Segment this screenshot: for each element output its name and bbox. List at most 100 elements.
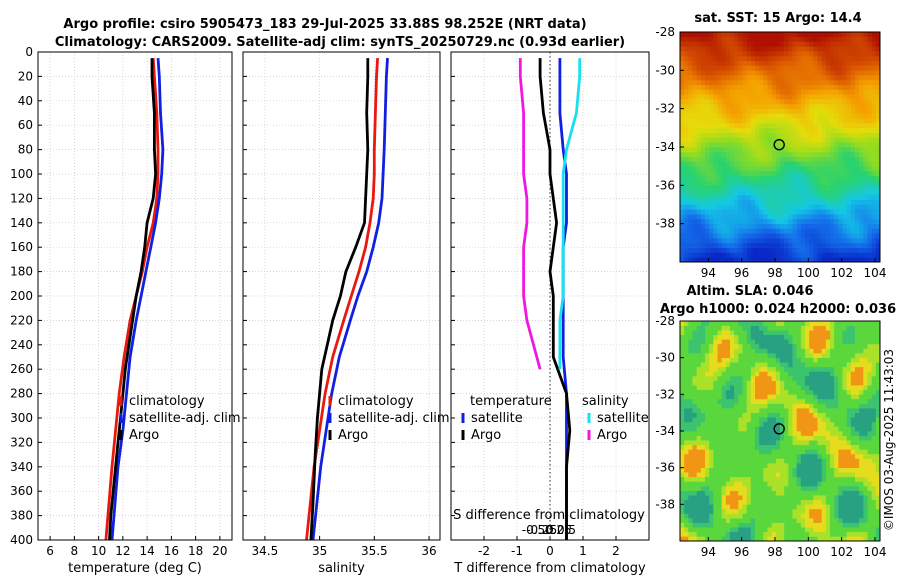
map-cell	[692, 467, 697, 473]
map-cell	[763, 518, 768, 523]
map-cell	[717, 84, 722, 90]
map-cell	[767, 426, 772, 432]
map-cell	[750, 204, 756, 210]
map-cell	[871, 247, 877, 253]
map-cell	[842, 394, 847, 400]
map-cell	[800, 103, 806, 109]
map-cell	[775, 380, 781, 386]
map-cell	[859, 79, 864, 86]
map-cell	[859, 518, 864, 523]
map-cell	[805, 65, 810, 71]
map-cell	[700, 389, 706, 395]
map-cell	[738, 41, 743, 47]
map-cell	[688, 228, 693, 234]
map-cell	[809, 536, 814, 542]
map-cell	[771, 398, 777, 404]
map-cell	[842, 175, 847, 181]
map-cell	[846, 161, 852, 167]
map-cell	[842, 490, 847, 496]
map-cell	[700, 75, 706, 81]
map-cell	[846, 228, 852, 234]
map-cell	[755, 321, 760, 326]
map-cell	[863, 127, 868, 133]
map-cell	[796, 223, 802, 229]
map-cell	[709, 490, 714, 496]
map-cell	[855, 398, 860, 404]
map-cell	[780, 41, 785, 47]
map-cell	[871, 463, 877, 468]
map-cell	[784, 127, 789, 133]
map-cell	[809, 339, 814, 345]
map-cell	[713, 218, 718, 224]
map-cell	[700, 398, 706, 404]
map-cell	[742, 426, 747, 432]
map-cell	[750, 371, 756, 377]
map-cell	[838, 353, 843, 358]
map-cell	[688, 214, 693, 220]
map-cell	[830, 449, 835, 455]
map-cell	[767, 89, 772, 95]
map-cell	[721, 522, 727, 528]
map-cell	[834, 536, 839, 542]
map-cell	[784, 41, 789, 47]
map-cell	[813, 132, 818, 138]
map-cell	[750, 362, 756, 368]
map-cell	[771, 458, 777, 464]
map-cell	[821, 180, 827, 186]
map-cell	[755, 175, 760, 181]
map-cell	[788, 412, 793, 418]
map-cell	[875, 252, 881, 258]
map-cell	[855, 325, 860, 331]
map-cell	[730, 79, 735, 86]
map-cell	[734, 431, 739, 436]
map-cell	[775, 330, 781, 336]
map-cell	[792, 444, 797, 450]
map-cell	[825, 412, 831, 418]
map-cell	[721, 94, 727, 100]
map-cell	[746, 79, 752, 86]
map-cell	[705, 504, 710, 510]
map-cell	[684, 46, 689, 52]
map-cell	[838, 242, 843, 248]
map-cell	[838, 84, 843, 90]
map-cell	[730, 94, 735, 100]
map-cell	[871, 513, 877, 519]
map-cell	[767, 440, 772, 446]
map-cell	[771, 65, 777, 71]
map-cell	[825, 343, 831, 349]
map-cell	[730, 65, 735, 71]
map-cell	[680, 204, 685, 210]
map-cell	[813, 371, 818, 377]
map-cell	[875, 65, 881, 71]
map-cell	[717, 463, 722, 468]
x-tick-label: 96	[734, 266, 749, 280]
map-cell	[738, 51, 743, 57]
map-cell	[688, 408, 693, 413]
map-cell	[838, 142, 843, 148]
map-cell	[838, 449, 843, 455]
map-cell	[700, 242, 706, 248]
map-cell	[871, 70, 877, 76]
map-cell	[684, 371, 689, 377]
map-cell	[771, 348, 777, 354]
map-cell	[805, 190, 810, 196]
map-cell	[734, 147, 739, 153]
map-cell	[850, 180, 856, 186]
map-cell	[796, 55, 802, 62]
map-cell	[838, 175, 843, 181]
map-cell	[855, 380, 860, 386]
map-cell	[875, 476, 881, 482]
map-cell	[796, 343, 802, 349]
map-cell	[834, 94, 839, 100]
map-cell	[855, 190, 860, 196]
map-cell	[784, 339, 789, 345]
map-cell	[767, 142, 772, 148]
map-cell	[750, 180, 756, 186]
map-cell	[834, 412, 839, 418]
map-cell	[738, 508, 743, 514]
map-cell	[709, 412, 714, 418]
map-cell	[755, 118, 760, 124]
map-cell	[755, 431, 760, 436]
map-cell	[721, 51, 727, 57]
map-cell	[688, 353, 693, 358]
